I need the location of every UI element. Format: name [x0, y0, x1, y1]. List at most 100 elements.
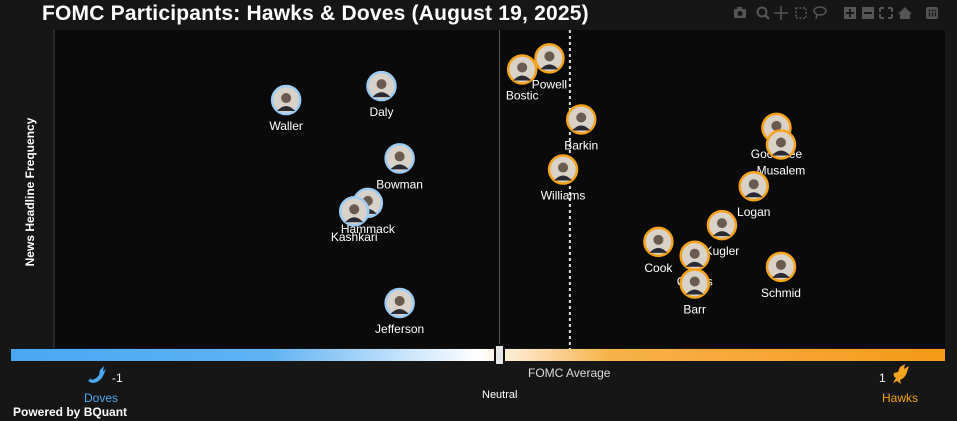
- avatar: [765, 251, 797, 283]
- avatar: [765, 129, 797, 160]
- hawk-icon: [893, 364, 909, 384]
- avatar-body: [744, 192, 763, 198]
- avatar-head: [775, 137, 786, 148]
- hawks-label: Hawks: [882, 391, 919, 405]
- participant-marker-barr[interactable]: Barr: [679, 268, 710, 317]
- avatar-body: [771, 150, 790, 156]
- avatar-body: [572, 125, 591, 131]
- participant-marker-kugler[interactable]: Kugler: [705, 209, 740, 258]
- avatar-body: [345, 217, 364, 223]
- participant-marker-bowman[interactable]: Bowman: [376, 143, 423, 191]
- neutral-label: Neutral: [482, 389, 518, 401]
- avatar: [384, 287, 415, 319]
- camera-icon[interactable]: [734, 7, 746, 18]
- participant-marker-musalem[interactable]: Musalem: [757, 129, 806, 178]
- avatar-head: [748, 179, 759, 190]
- participant-label: Collins: [677, 275, 713, 289]
- participant-marker-daly[interactable]: Daly: [366, 70, 397, 119]
- participant-label: Waller: [269, 119, 303, 133]
- box-select-icon[interactable]: [795, 7, 807, 19]
- avatar: [270, 84, 302, 116]
- avatar-body: [277, 106, 296, 112]
- participant-label: Kugler: [705, 244, 740, 258]
- participant-label: Musalem: [757, 164, 806, 178]
- avatar-head: [689, 248, 700, 259]
- home-icon[interactable]: [898, 7, 912, 19]
- zoom-in-icon[interactable]: [844, 7, 856, 19]
- dove-icon: [88, 366, 106, 383]
- participant-marker-barkin[interactable]: Barkin: [564, 104, 598, 153]
- avatar: [679, 268, 710, 299]
- avatar-body: [649, 247, 668, 253]
- participant-marker-kashkari[interactable]: Kashkari: [331, 195, 378, 244]
- avatar-body: [712, 231, 731, 237]
- avatar-body: [372, 92, 391, 98]
- avatar: [706, 209, 738, 241]
- participant-marker-goolsbee[interactable]: Goolsbee: [751, 112, 803, 161]
- avatar-head: [689, 276, 700, 287]
- avatar-head: [544, 51, 555, 62]
- participant-label: Cook: [644, 261, 673, 275]
- participant-marker-waller[interactable]: Waller: [269, 84, 303, 133]
- fomc-average-label: FOMC Average: [528, 366, 611, 380]
- participant-marker-williams[interactable]: Williams: [541, 154, 586, 203]
- avatar: [643, 226, 674, 258]
- avatar-body: [771, 272, 790, 278]
- neutral-slider-handle[interactable]: [494, 344, 505, 366]
- lasso-icon[interactable]: [813, 6, 827, 20]
- participant-marker-schmid[interactable]: Schmid: [761, 251, 801, 300]
- plotly-logo-icon[interactable]: [926, 7, 938, 19]
- participant-label: Daly: [369, 105, 393, 119]
- avatar-body: [767, 133, 786, 139]
- avatar: [384, 143, 415, 174]
- avatar-body: [390, 308, 409, 314]
- avatar-head: [775, 259, 786, 270]
- participant-label: Powell: [532, 77, 567, 91]
- participant-label: Schmid: [761, 286, 801, 300]
- avatar-head: [771, 120, 782, 131]
- avatar: [679, 240, 710, 271]
- avatar: [366, 70, 397, 102]
- participant-label: Bowman: [376, 177, 423, 191]
- participant-marker-jefferson[interactable]: Jefferson: [375, 287, 424, 336]
- doves-label: Doves: [84, 391, 119, 405]
- zoom-out-icon[interactable]: [862, 7, 874, 19]
- doves-scale-value: -1: [112, 371, 123, 385]
- participant-marker-collins[interactable]: Collins: [677, 240, 713, 289]
- participant-marker-powell[interactable]: Powell: [532, 43, 567, 91]
- y-axis-label: News Headline Frequency: [23, 117, 37, 267]
- avatar-body: [554, 175, 573, 181]
- participant-label: Jefferson: [375, 322, 424, 336]
- avatar-body: [513, 75, 532, 81]
- participant-label: Barr: [683, 303, 706, 317]
- pan-icon[interactable]: [774, 6, 788, 20]
- chart-title: FOMC Participants: Hawks & Doves (August…: [42, 2, 589, 25]
- avatar-head: [394, 295, 405, 306]
- hawks-scale-value: 1: [879, 371, 886, 385]
- autoscale-icon[interactable]: [879, 7, 893, 19]
- dove-hawk-scale-bar: [11, 349, 945, 361]
- avatar-head: [558, 162, 569, 173]
- powered-by-footer: Powered by BQuant: [13, 405, 128, 419]
- avatar-body: [358, 208, 377, 214]
- plot-background: [54, 30, 945, 348]
- participant-marker-cook[interactable]: Cook: [643, 226, 674, 275]
- plot-toolbar: [734, 6, 938, 20]
- avatar: [761, 112, 792, 144]
- avatar-head: [394, 151, 405, 162]
- participant-marker-hammack[interactable]: Hammack: [341, 187, 396, 236]
- avatar-head: [653, 234, 664, 245]
- participant-label: Williams: [541, 189, 586, 203]
- avatar: [352, 187, 384, 219]
- avatar-head: [281, 93, 292, 104]
- zoom-icon[interactable]: [756, 6, 770, 20]
- avatar-body: [685, 261, 704, 267]
- participant-marker-logan[interactable]: Logan: [737, 170, 770, 219]
- avatar-body: [685, 289, 704, 295]
- participant-label: Goolsbee: [751, 147, 803, 161]
- participant-marker-bostic[interactable]: Bostic: [506, 54, 539, 102]
- avatar-head: [362, 195, 373, 206]
- avatar: [547, 154, 579, 185]
